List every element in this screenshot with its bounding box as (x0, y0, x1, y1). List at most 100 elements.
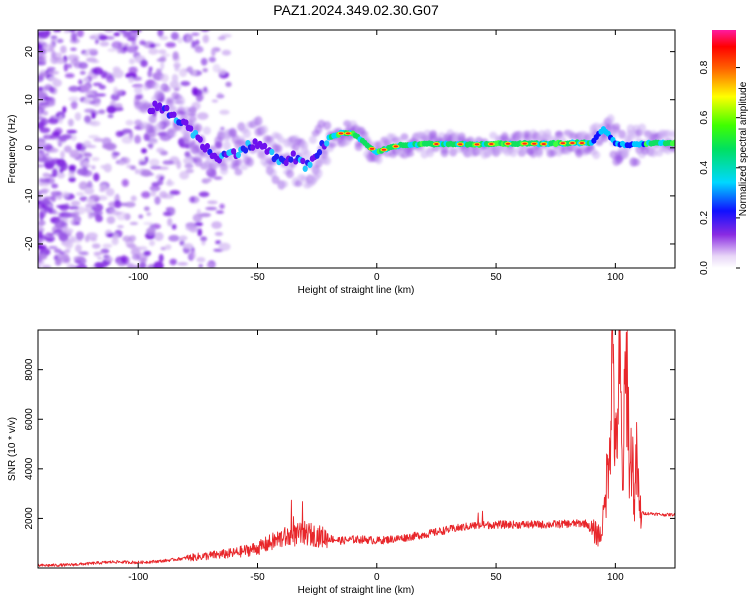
spectrogram-frame (37, 29, 676, 269)
spectrogram-ridge (147, 100, 675, 172)
noise-blob (113, 195, 121, 201)
ridge-halo-blob (440, 144, 449, 155)
noise-blob (190, 196, 195, 203)
noise-blob (139, 161, 147, 166)
ridge-halo-blob (374, 154, 383, 165)
ridge-halo-blob (535, 149, 544, 158)
noise-blob (196, 93, 205, 101)
noise-blob (160, 61, 165, 70)
noise-blob (225, 81, 232, 88)
ridge-halo-blob (220, 167, 229, 175)
ridge-hotspot-core (579, 141, 585, 144)
ridge-blob (262, 142, 268, 150)
noise-blob (75, 142, 82, 151)
noise-blob (141, 191, 151, 199)
ridge-halo-blob (618, 129, 627, 139)
noise-blob (118, 160, 126, 166)
ridge-halo-blob (268, 168, 277, 179)
x-tick-label: 50 (491, 272, 503, 283)
noise-blob (162, 193, 174, 199)
noise-blob (110, 93, 120, 101)
ridge-blob (197, 136, 203, 143)
noise-blob (95, 210, 103, 216)
ridge-halo-blob (592, 150, 601, 160)
ridge-blob (242, 147, 249, 154)
ridge-halo-blob (354, 143, 363, 152)
noise-blob (38, 41, 42, 49)
ridge-blob (290, 150, 296, 157)
spectrogram-y-label: Frequency (Hz) (7, 115, 18, 184)
noise-blob (63, 30, 71, 34)
noise-blob (162, 160, 175, 165)
noise-blob (164, 244, 172, 250)
ridge-blob (324, 140, 330, 147)
ridge-halo-blob (285, 169, 294, 179)
noise-blob (83, 160, 89, 167)
noise-blob (68, 96, 80, 102)
ridge-halo-blob (188, 115, 197, 123)
noise-blob (58, 114, 63, 124)
noise-blob (58, 233, 69, 242)
ridge-halo-blob (134, 84, 143, 95)
noise-blob (69, 149, 80, 159)
noise-blob (73, 255, 85, 262)
noise-blob (94, 38, 100, 45)
noise-blob (38, 108, 42, 116)
noise-blob (93, 138, 105, 142)
ridge-halo-blob (626, 124, 635, 135)
noise-blob (112, 233, 118, 241)
ridge-blob (183, 119, 189, 126)
noise-blob (200, 30, 210, 32)
noise-blob (221, 49, 232, 56)
y-tick-label: 20 (24, 46, 35, 58)
noise-blob (184, 163, 194, 169)
ridge-hotspot-core (522, 142, 527, 145)
noise-blob (68, 85, 80, 92)
noise-blob (126, 164, 133, 169)
noise-blob (206, 263, 215, 268)
ridge-blob (300, 157, 306, 165)
noise-blob (70, 100, 78, 110)
noise-blob (131, 39, 137, 46)
x-tick-label: 100 (607, 272, 624, 283)
ridge-halo-blob (222, 140, 231, 151)
noise-blob (171, 223, 177, 230)
noise-blob (140, 59, 148, 68)
noise-blob (89, 120, 101, 127)
noise-blob (160, 73, 169, 83)
noise-blob (38, 153, 44, 158)
noise-blob (70, 32, 77, 41)
ridge-halo-blob (177, 106, 186, 114)
noise-blob (192, 213, 203, 223)
noise-blob (38, 259, 45, 266)
noise-blob (60, 161, 68, 171)
noise-blob (67, 118, 74, 127)
noise-blob (120, 255, 128, 264)
noise-blob (44, 237, 54, 242)
noise-blob (148, 143, 153, 150)
spectrogram-noise (38, 30, 232, 268)
noise-blob (137, 93, 144, 100)
noise-blob (99, 187, 105, 193)
noise-blob (156, 68, 163, 73)
ridge-halo-blob (457, 132, 466, 142)
noise-blob (79, 70, 86, 75)
noise-blob (60, 150, 65, 159)
noise-blob (42, 143, 53, 151)
y-tick-label: 2000 (24, 507, 35, 530)
noise-blob (102, 243, 113, 249)
noise-blob (170, 207, 176, 215)
noise-blob (82, 77, 90, 82)
noise-blob (167, 178, 172, 187)
noise-blob (197, 228, 203, 237)
noise-blob (107, 48, 117, 52)
noise-blob (134, 134, 142, 144)
noise-blob (38, 86, 44, 92)
noise-blob (56, 38, 64, 44)
noise-blob (39, 49, 46, 53)
noise-blob (38, 202, 47, 210)
noise-blob (199, 212, 212, 218)
noise-blob (138, 262, 147, 268)
noise-blob (103, 163, 112, 173)
ridge-hotspot-core (393, 145, 399, 148)
